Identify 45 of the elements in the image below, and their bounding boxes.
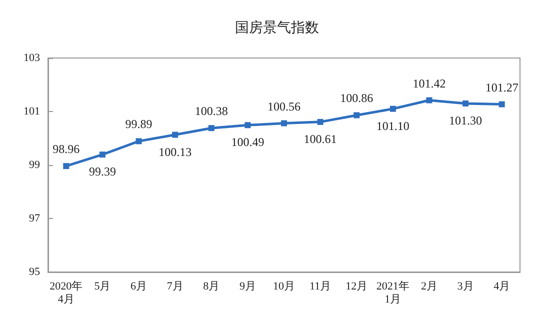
x-tick-label: 7月: [166, 280, 184, 292]
point: [498, 101, 505, 108]
x-tick-label: 2021年 1月: [376, 280, 410, 306]
x-tick-label: 11月: [310, 280, 332, 292]
data-label: 99.89: [125, 117, 152, 132]
data-label: 101.30: [449, 113, 482, 128]
point: [208, 125, 214, 132]
y-tick-label: 99: [29, 159, 40, 171]
point: [317, 118, 324, 125]
x-tick-label: 10月: [273, 280, 295, 292]
point: [99, 152, 106, 158]
data-label: 98.96: [52, 142, 80, 156]
y-tick-label: 95: [29, 266, 40, 278]
point: [136, 138, 142, 144]
x-tick-label: 6月: [130, 280, 148, 292]
point: [390, 106, 396, 112]
y-tick-label: 101: [24, 106, 40, 118]
data-label: 100.56: [268, 99, 300, 114]
data-label: 100.13: [158, 144, 192, 159]
x-tick-label: 5月: [94, 280, 111, 292]
x-tick-label: 8月: [203, 280, 220, 292]
point: [172, 132, 178, 138]
point: [354, 112, 360, 118]
point: [281, 120, 287, 126]
x-tick-label: 2月: [420, 280, 438, 292]
point: [63, 163, 70, 170]
y-tick-label: 97: [29, 212, 40, 224]
data-label: 100.38: [194, 104, 228, 118]
data-label: 100.61: [304, 132, 337, 146]
data-label: 101.42: [412, 76, 446, 90]
data-label: 101.10: [376, 118, 410, 133]
data-label: 100.49: [231, 135, 264, 150]
point: [426, 97, 432, 104]
point: [462, 100, 469, 106]
x-tick-label: 12月: [346, 280, 368, 292]
x-tick-label: 2020年 4月: [50, 280, 83, 306]
x-tick-label: 4月: [494, 280, 510, 292]
data-label: 101.27: [485, 80, 518, 94]
y-tick-label: 103: [24, 52, 40, 64]
data-label: 100.86: [340, 91, 374, 106]
chart-title: 国房景气指数: [235, 20, 319, 36]
point: [244, 122, 251, 128]
data-label: 99.39: [88, 164, 116, 179]
x-tick-label: 9月: [239, 280, 256, 292]
x-tick-label: 3月: [457, 280, 474, 292]
